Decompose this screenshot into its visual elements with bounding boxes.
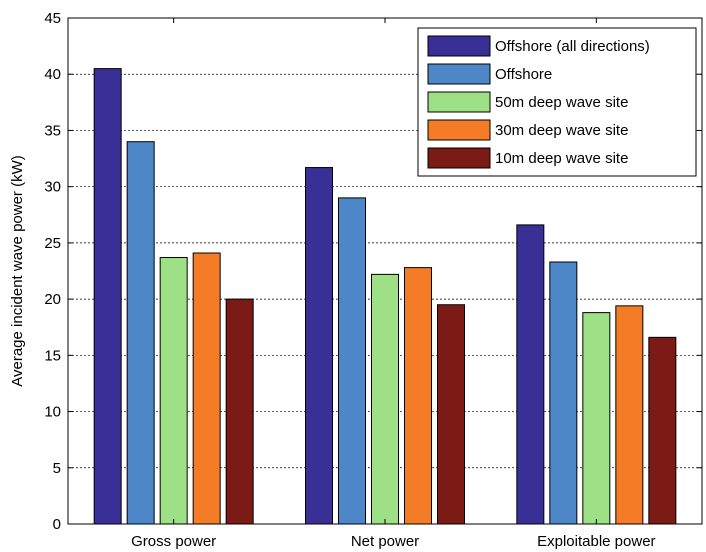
y-tick-label: 40 [44, 66, 61, 83]
x-ticks: Gross power Net power Exploitable power [131, 18, 656, 550]
bar [516, 224, 545, 525]
legend-swatch [427, 63, 491, 85]
bar [549, 261, 578, 525]
legend-label: Offshore (all directions) [495, 38, 650, 55]
legend-swatch [427, 147, 491, 169]
legend-swatch [427, 91, 491, 113]
legend-label: 30m deep wave site [495, 122, 628, 139]
y-ticks: 0 5 10 15 20 25 30 35 40 45 [44, 10, 702, 533]
bar [305, 167, 333, 525]
bar [371, 273, 399, 525]
y-tick-label: 15 [44, 347, 61, 364]
y-tick-label: 35 [44, 122, 61, 139]
y-axis-label: Average incident wave power (kW) [9, 155, 26, 387]
legend-swatch [427, 119, 491, 141]
x-tick-label: Net power [351, 533, 419, 550]
bar [404, 267, 432, 525]
x-tick-label: Exploitable power [537, 533, 655, 550]
bar [126, 141, 155, 525]
bar [338, 197, 366, 525]
legend-label: 10m deep wave site [495, 150, 628, 167]
legend: Offshore (all directions) Offshore 50m dee… [417, 27, 697, 177]
y-tick-label: 25 [44, 235, 61, 252]
y-tick-label: 45 [44, 10, 61, 27]
y-tick-label: 5 [53, 460, 61, 477]
bar [582, 312, 611, 525]
y-tick-label: 0 [53, 516, 61, 533]
bar [615, 305, 644, 525]
x-tick-label: Gross power [131, 533, 216, 550]
bar [225, 298, 254, 525]
bar [437, 304, 465, 525]
legend-swatch [427, 35, 491, 57]
bars [93, 68, 677, 525]
y-tick-label: 10 [44, 404, 61, 421]
legend-label: 50m deep wave site [495, 94, 628, 111]
y-tick-label: 30 [44, 179, 61, 196]
y-tick-label: 20 [44, 291, 61, 308]
bar [93, 68, 122, 525]
legend-label: Offshore [495, 66, 552, 83]
bar [159, 257, 188, 525]
bar [648, 336, 677, 525]
bar [192, 252, 221, 525]
